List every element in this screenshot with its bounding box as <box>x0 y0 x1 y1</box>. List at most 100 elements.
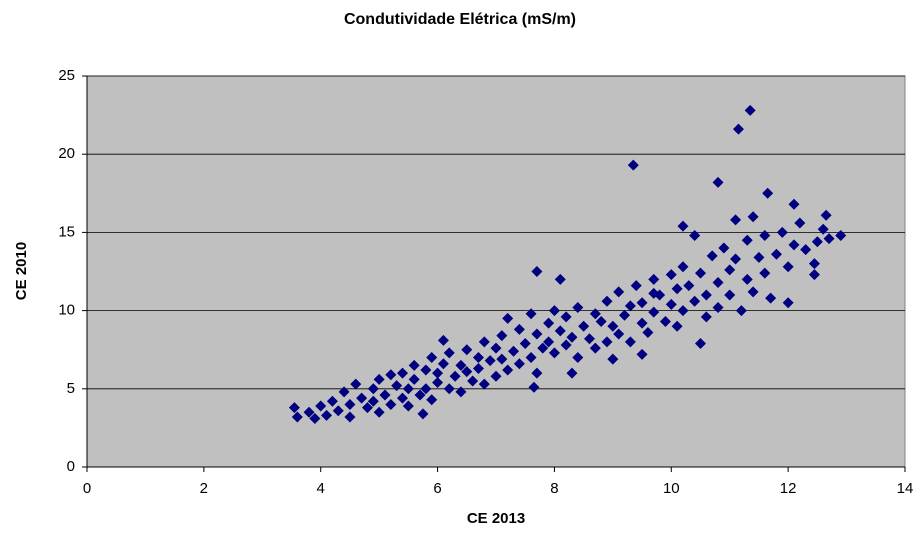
point <box>583 333 595 345</box>
point <box>432 377 444 389</box>
point <box>356 392 368 404</box>
point <box>759 230 771 242</box>
point <box>408 373 420 385</box>
point <box>531 266 543 277</box>
point <box>455 386 467 398</box>
point <box>712 301 724 313</box>
point <box>502 312 514 324</box>
point <box>344 411 356 423</box>
point <box>730 214 742 226</box>
x-tick-label: 14 <box>897 480 914 497</box>
point <box>636 348 648 360</box>
y-tick-label: 20 <box>58 145 75 162</box>
point <box>472 352 484 364</box>
x-tick-label: 12 <box>780 480 797 497</box>
point <box>624 300 636 312</box>
point <box>543 336 555 348</box>
point <box>747 211 759 223</box>
point <box>823 233 835 245</box>
point <box>385 369 397 381</box>
point <box>566 331 578 343</box>
point <box>607 353 619 365</box>
point <box>724 264 736 276</box>
point <box>490 342 502 354</box>
point <box>513 358 525 370</box>
point <box>794 217 806 229</box>
point <box>496 353 508 365</box>
point <box>420 364 432 376</box>
point <box>630 280 642 292</box>
point <box>648 273 660 285</box>
point <box>776 226 788 238</box>
point <box>472 362 484 374</box>
point <box>543 317 555 329</box>
x-tick-label: 2 <box>200 480 208 497</box>
point <box>443 347 455 359</box>
point <box>502 364 514 376</box>
point <box>689 295 701 307</box>
point <box>689 230 701 242</box>
point <box>379 389 391 401</box>
point <box>548 305 560 317</box>
y-tick-label: 10 <box>58 302 75 319</box>
plot-area <box>86 75 906 468</box>
point <box>747 286 759 298</box>
point <box>525 308 537 320</box>
point <box>817 223 829 235</box>
y-axis-label: CE 2010 <box>13 242 30 300</box>
y-tick-label: 25 <box>58 67 75 84</box>
point <box>321 409 333 421</box>
point <box>531 328 543 340</box>
point <box>408 359 420 371</box>
point <box>291 411 303 423</box>
point <box>759 267 771 279</box>
point <box>344 398 356 410</box>
point <box>741 273 753 285</box>
point <box>332 405 344 417</box>
point <box>525 352 537 364</box>
point <box>402 383 414 395</box>
point <box>589 308 601 320</box>
point <box>572 352 584 364</box>
point <box>601 336 613 348</box>
point <box>490 370 502 382</box>
point <box>338 386 350 398</box>
point <box>665 298 677 310</box>
point <box>528 381 540 393</box>
point <box>537 342 549 354</box>
point <box>449 370 461 382</box>
point <box>808 269 820 281</box>
point <box>712 176 724 188</box>
point <box>811 236 823 248</box>
point <box>677 305 689 317</box>
point <box>432 367 444 379</box>
point <box>367 395 379 407</box>
point <box>397 392 409 404</box>
point <box>636 317 648 329</box>
point <box>683 280 695 292</box>
point <box>461 344 473 356</box>
point <box>566 367 578 379</box>
point <box>695 337 706 349</box>
point <box>531 367 543 379</box>
point <box>659 316 671 328</box>
point <box>484 355 496 367</box>
point <box>808 258 820 270</box>
point <box>414 389 426 401</box>
point <box>765 292 777 304</box>
point <box>735 305 747 317</box>
point <box>732 123 744 135</box>
point <box>437 358 449 370</box>
point <box>397 367 409 379</box>
point <box>578 320 590 332</box>
point <box>373 406 385 418</box>
point <box>309 413 321 425</box>
point <box>417 408 429 420</box>
point <box>700 289 712 301</box>
point <box>835 230 847 242</box>
point <box>648 287 660 299</box>
point <box>595 316 607 328</box>
point <box>350 378 362 390</box>
point <box>782 297 794 309</box>
